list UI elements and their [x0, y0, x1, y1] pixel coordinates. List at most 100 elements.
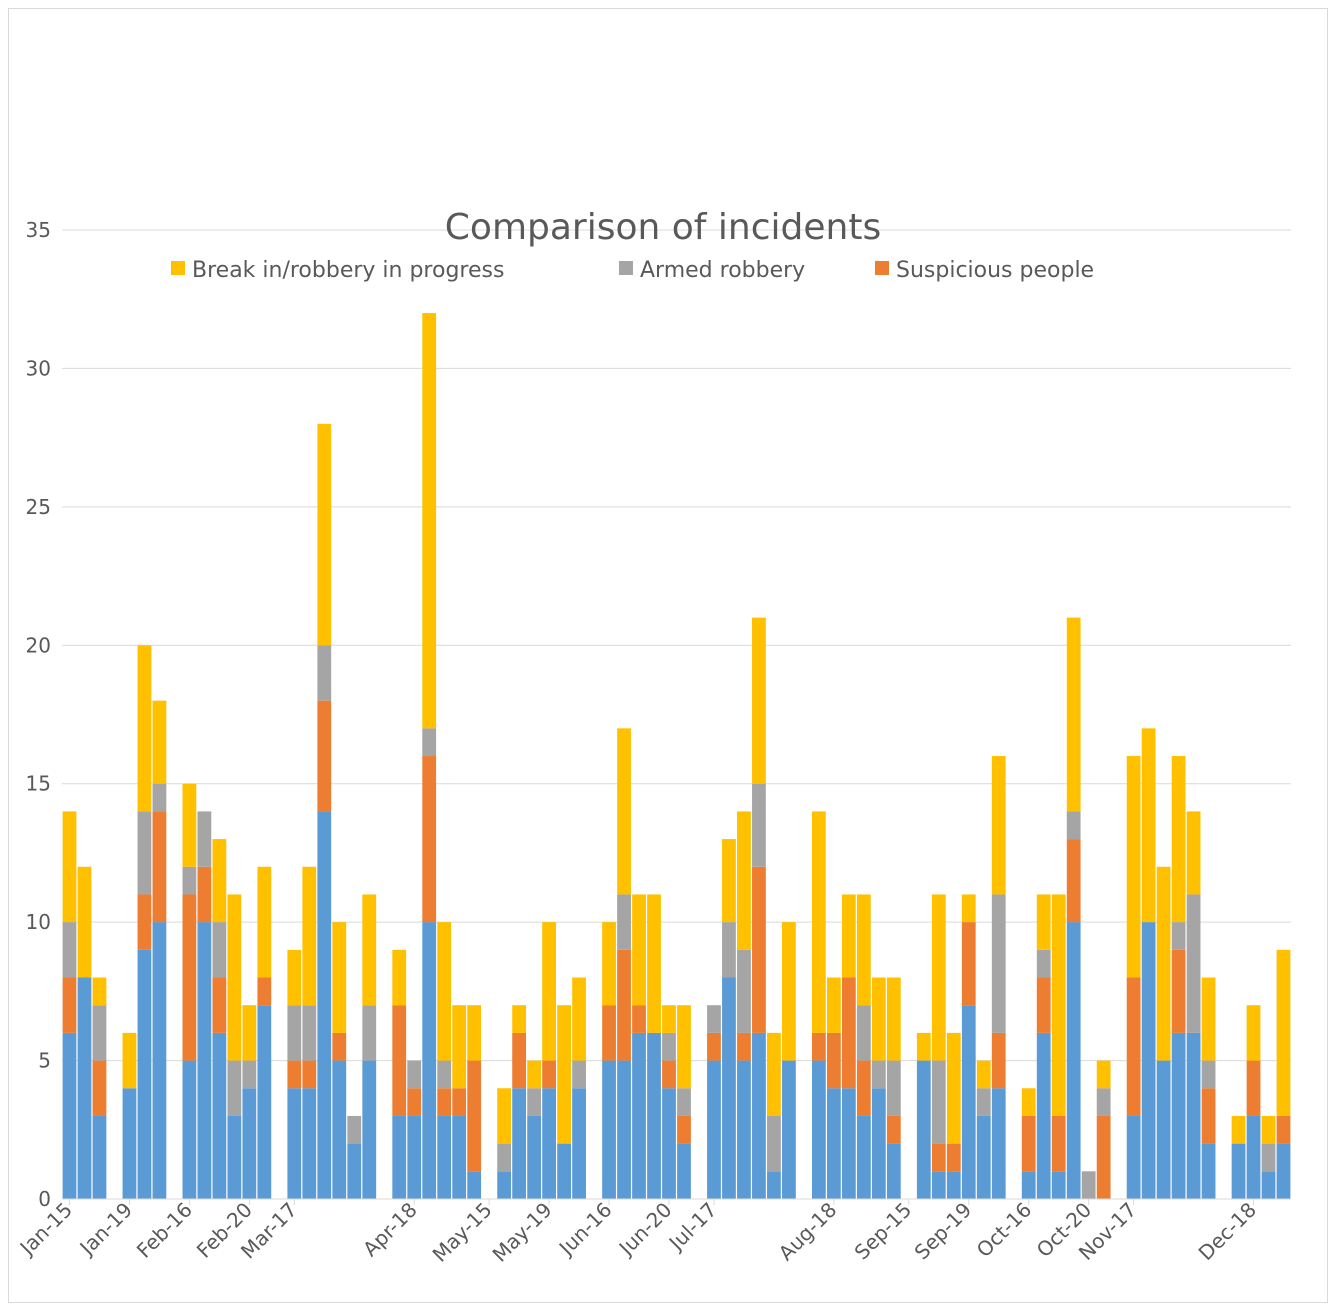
bar-segment-suspicious: [662, 1060, 676, 1089]
bar-segment-suspicious: [1051, 1115, 1066, 1172]
bar-segment-break: [1021, 1088, 1036, 1116]
bar-segment-suspicious: [152, 811, 167, 923]
y-tick-label: 0: [38, 1187, 51, 1211]
bar-segment-break: [392, 949, 407, 1006]
bar-segment-suspicious: [737, 1032, 751, 1061]
bar-segment-suspicious: [856, 1060, 871, 1116]
bar-segment-break: [452, 1005, 467, 1089]
bar-segment-blue: [946, 1171, 961, 1199]
bar-segment-blue: [182, 1060, 197, 1199]
gridlines: [62, 229, 1291, 1062]
bar-segment-break: [886, 977, 901, 1061]
bar-segment-blue: [632, 1032, 646, 1199]
bar-segment-suspicious: [62, 977, 77, 1033]
x-tick-label: Jun-20: [613, 1198, 677, 1262]
bar-segment-armed: [1081, 1171, 1096, 1199]
bar-segment-break: [497, 1088, 512, 1144]
bar-segment-blue: [152, 922, 167, 1199]
bar-segment-break: [811, 811, 826, 1033]
bar-segment-armed: [497, 1143, 512, 1172]
bar-segment-blue: [362, 1060, 377, 1199]
bar-segment-armed: [302, 1005, 317, 1061]
bar-segment-armed: [737, 949, 751, 1033]
chart-title: Comparison of incidents: [445, 207, 881, 248]
bar-segment-blue: [1126, 1115, 1141, 1199]
bar-segment-armed: [317, 645, 332, 701]
bar-segment-blue: [557, 1143, 571, 1199]
bar-segment-break: [1261, 1115, 1276, 1144]
bar-segment-break: [92, 977, 107, 1006]
bar-segment-break: [557, 1005, 571, 1144]
bar-segment-break: [1186, 811, 1201, 895]
bar-segment-break: [437, 922, 452, 1061]
bar-segment-suspicious: [212, 977, 227, 1033]
bar-segment-blue: [1171, 1032, 1186, 1199]
legend-label: Break in/robbery in progress: [192, 258, 504, 283]
bar-segment-break: [257, 866, 272, 978]
bar-segment-suspicious: [1126, 977, 1141, 1116]
y-tick-label: 35: [26, 218, 51, 242]
bar-segment-break: [871, 977, 886, 1061]
bar-segment-suspicious: [961, 922, 976, 1006]
bars: [62, 313, 1291, 1199]
bar-segment-suspicious: [1246, 1060, 1261, 1116]
bar-segment-armed: [1201, 1060, 1216, 1089]
bar-segment-break: [317, 423, 332, 646]
bar-segment-break: [916, 1032, 931, 1061]
bar-segment-blue: [722, 977, 736, 1199]
bar-segment-break: [182, 783, 197, 867]
y-tick-label: 15: [26, 772, 51, 796]
x-tick-label: Sep-19: [910, 1198, 977, 1265]
bar-segment-blue: [1051, 1171, 1066, 1199]
bar-segment-break: [767, 1032, 781, 1116]
legend-swatch: [875, 261, 889, 275]
legend-label: Suspicious people: [896, 258, 1094, 283]
y-tick-label: 10: [26, 910, 51, 934]
bar-segment-armed: [407, 1060, 422, 1089]
bar-segment-blue: [617, 1060, 631, 1199]
x-tick-label: Sep-15: [850, 1198, 917, 1265]
bar-segment-break: [826, 977, 841, 1033]
bar-segment-break: [1171, 756, 1186, 923]
bar-segment-suspicious: [632, 1005, 646, 1033]
bar-segment-break: [62, 811, 77, 923]
bar-segment-suspicious: [931, 1143, 946, 1172]
chart-canvas: 0 5 10 15 20 25 30 35 Jan-15Jan-19Feb-16Feb-20M…: [14, 207, 1291, 1267]
bar-segment-break: [647, 894, 661, 1033]
bar-segment-blue: [92, 1115, 107, 1199]
bar-segment-blue: [707, 1060, 721, 1199]
bar-segment-blue: [1261, 1171, 1276, 1199]
bar-segment-suspicious: [677, 1115, 691, 1144]
bar-segment-break: [542, 922, 556, 1061]
bar-segment-blue: [677, 1143, 691, 1199]
bar-segment-armed: [227, 1060, 242, 1116]
bar-segment-break: [1276, 949, 1291, 1116]
x-tick-label: Jul-17: [663, 1198, 722, 1257]
bar-segment-blue: [302, 1088, 317, 1199]
bar-segment-suspicious: [467, 1060, 482, 1172]
bar-segment-blue: [1246, 1115, 1261, 1199]
bar-segment-armed: [1171, 922, 1186, 950]
bar-segment-armed: [856, 1005, 871, 1061]
bar-segment-blue: [422, 922, 437, 1199]
bar-segment-armed: [152, 783, 167, 812]
y-tick-label: 25: [26, 495, 51, 519]
bar-segment-blue: [976, 1115, 991, 1199]
bar-segment-blue: [782, 1060, 796, 1199]
bar-segment-blue: [137, 949, 152, 1199]
bar-segment-blue: [662, 1088, 676, 1199]
bar-segment-break: [617, 728, 631, 895]
legend: Break in/robbery in progress Armed robber…: [171, 258, 1094, 283]
bar-segment-break: [946, 1032, 961, 1144]
bar-segment-blue: [227, 1115, 242, 1199]
bar-segment-break: [602, 922, 616, 1006]
bar-segment-break: [632, 894, 646, 1006]
bar-segment-suspicious: [182, 894, 197, 1061]
bar-segment-blue: [1276, 1143, 1291, 1199]
bar-segment-armed: [722, 922, 736, 978]
bar-segment-break: [467, 1005, 482, 1061]
bar-segment-break: [302, 866, 317, 1006]
bar-segment-blue: [542, 1088, 556, 1199]
bar-segment-break: [1141, 728, 1156, 923]
